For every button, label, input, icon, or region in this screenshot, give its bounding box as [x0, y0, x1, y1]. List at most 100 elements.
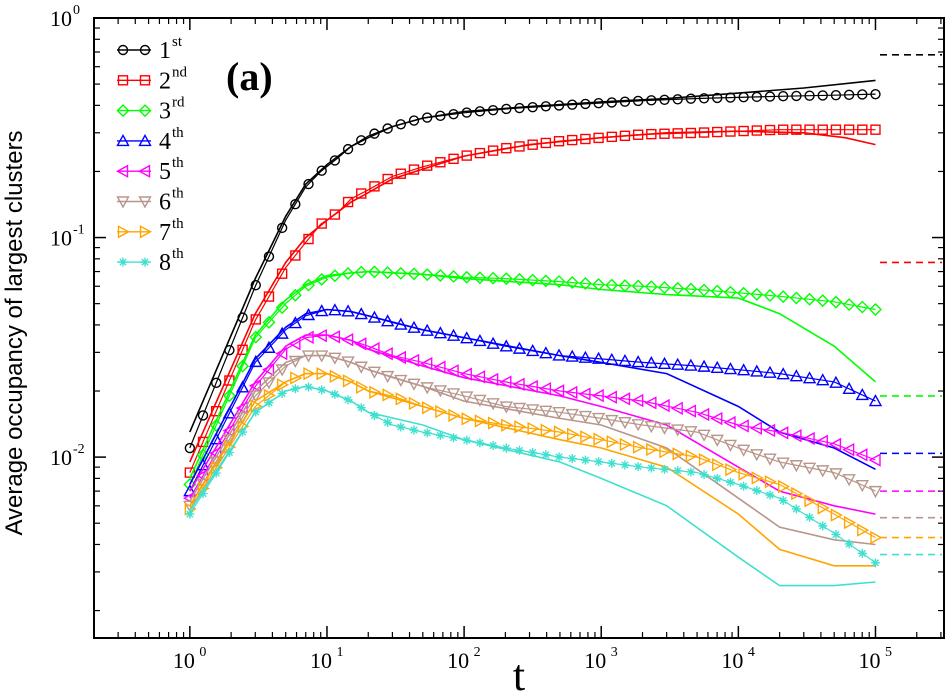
marker-circle: [448, 108, 459, 120]
marker-triangle-up: [802, 371, 817, 384]
marker-triangle-left: [644, 396, 657, 410]
marker-triangle-down: [407, 378, 421, 391]
marker-triangle-down: [473, 394, 487, 407]
marker-asterisk: [514, 445, 524, 455]
series-8: [185, 382, 880, 587]
marker-square: [606, 131, 617, 143]
marker-triangle-up: [486, 336, 500, 349]
marker-triangle-up: [407, 320, 421, 333]
marker-square: [117, 75, 129, 86]
marker-triangle-down: [341, 356, 355, 369]
marker-diamond: [684, 282, 698, 296]
marker-diamond: [473, 271, 487, 285]
marker-triangle-down: [222, 434, 237, 447]
marker-asterisk: [343, 395, 353, 405]
y-tick-exponent: -1: [73, 223, 85, 238]
marker-triangle-right: [263, 388, 276, 403]
legend-label-sup: rd: [172, 95, 185, 111]
marker-diamond: [315, 272, 329, 286]
marker-triangle-up: [222, 406, 237, 419]
marker-triangle-left: [670, 401, 683, 415]
marker-square: [685, 127, 697, 139]
marker-diamond: [631, 279, 645, 293]
marker-triangle-left: [393, 350, 407, 365]
marker-triangle-down: [842, 474, 856, 487]
marker-square: [527, 139, 538, 150]
y-axis-label: Average occupancy of largest clusters: [1, 130, 28, 535]
marker-triangle-down: [328, 352, 342, 365]
marker-square: [435, 157, 446, 168]
marker-triangle-right: [738, 467, 751, 481]
marker-square: [830, 124, 842, 135]
marker-circle: [830, 89, 842, 101]
marker-asterisk: [224, 448, 234, 458]
marker-square: [395, 168, 407, 179]
marker-circle: [342, 143, 354, 155]
marker-triangle-down: [460, 391, 474, 404]
marker-asterisk: [501, 443, 511, 453]
marker-triangle-down: [499, 401, 513, 414]
marker-asterisk: [554, 452, 564, 462]
series-4: [183, 303, 883, 497]
marker-triangle-down: [855, 480, 869, 493]
marker-triangle-right: [843, 515, 857, 530]
marker-diamond: [222, 389, 236, 403]
marker-asterisk: [580, 455, 590, 465]
marker-circle: [817, 90, 828, 101]
marker-triangle-left: [301, 330, 314, 344]
marker-diamond: [354, 265, 368, 279]
marker-triangle-up: [736, 363, 751, 376]
marker-triangle-up: [341, 304, 355, 317]
plot-frame: [93, 17, 945, 639]
marker-triangle-up: [868, 394, 883, 407]
marker-triangle-right: [567, 427, 580, 442]
x-tick-exponent: 0: [199, 645, 206, 660]
marker-triangle-up: [671, 357, 685, 370]
marker-square: [316, 218, 327, 229]
marker-triangle-left: [618, 392, 631, 406]
legend-label-sup: nd: [172, 64, 188, 80]
marker-square: [646, 128, 657, 140]
marker-square: [857, 124, 868, 135]
marker-triangle-left: [525, 379, 538, 394]
marker-asterisk: [805, 512, 815, 522]
marker-diamond: [605, 278, 619, 292]
legend-label-sup: th: [172, 246, 184, 262]
marker-triangle-up: [618, 353, 632, 367]
marker-triangle-left: [683, 404, 697, 418]
marker-asterisk: [475, 438, 485, 448]
marker-asterisk: [725, 477, 735, 487]
marker-circle: [382, 123, 393, 134]
marker-diamond: [288, 288, 302, 302]
marker-triangle-up: [605, 352, 619, 366]
marker-circle: [672, 94, 683, 105]
marker-asterisk: [567, 454, 577, 464]
marker-circle: [580, 98, 591, 110]
asymptote-layer: [880, 53, 942, 556]
marker-circle: [211, 377, 222, 389]
marker-triangle-down: [275, 364, 289, 377]
marker-triangle-down: [288, 355, 303, 368]
marker-triangle-right: [659, 445, 672, 459]
series-2-solid-line: [189, 130, 876, 463]
marker-triangle-down: [816, 465, 830, 478]
x-axis-label: t: [513, 651, 525, 696]
marker-circle: [290, 199, 301, 210]
marker-triangle-left: [828, 437, 842, 452]
marker-asterisk: [857, 548, 867, 558]
y-tick-label: 10: [50, 226, 72, 251]
marker-triangle-right: [580, 430, 593, 444]
marker-diamond: [868, 303, 882, 317]
marker-square: [369, 181, 380, 192]
marker-asterisk: [118, 257, 128, 267]
marker-asterisk: [739, 481, 749, 491]
marker-circle: [461, 107, 472, 118]
marker-circle: [870, 88, 881, 100]
marker-triangle-up: [525, 343, 540, 357]
marker-triangle-up: [209, 432, 223, 445]
series-3-solid-line: [189, 270, 877, 479]
marker-square: [237, 344, 248, 356]
marker-square: [804, 124, 815, 135]
marker-square: [250, 314, 261, 325]
marker-triangle-right: [408, 396, 421, 411]
